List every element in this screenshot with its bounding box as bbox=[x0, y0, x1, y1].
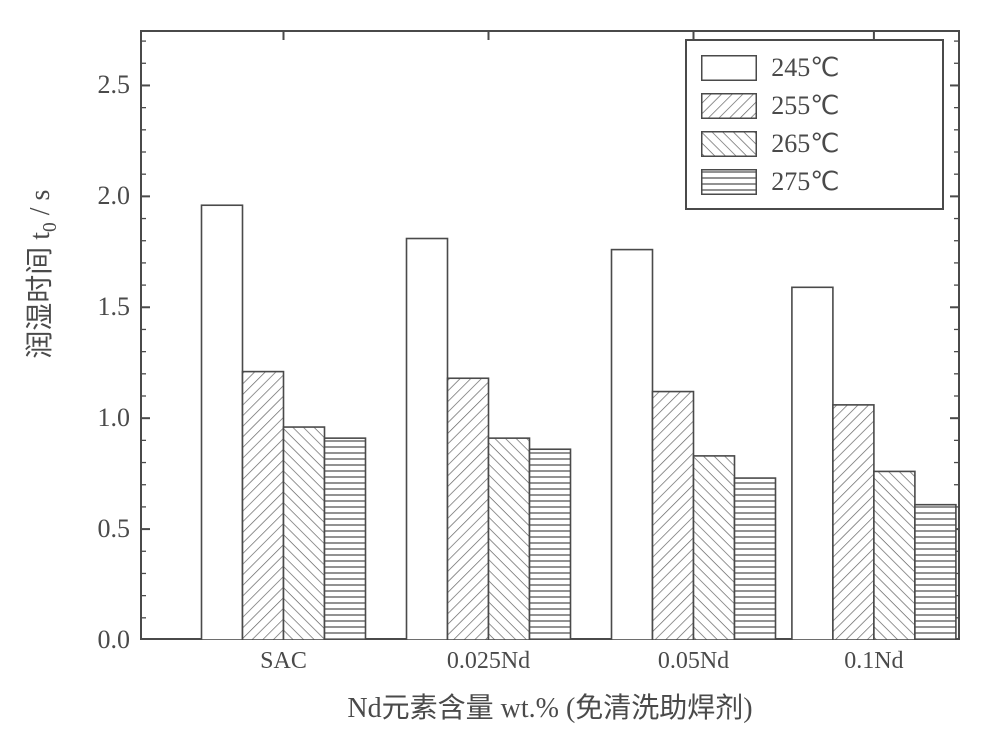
bar bbox=[792, 287, 833, 640]
legend-label: 255℃ bbox=[771, 91, 839, 121]
bar bbox=[325, 438, 366, 640]
xtick-label: 0.025Nd bbox=[447, 648, 530, 675]
bar bbox=[735, 478, 776, 640]
ytick-label: 2.0 bbox=[80, 181, 130, 211]
bar bbox=[530, 449, 571, 640]
legend-swatch bbox=[701, 169, 757, 195]
bar bbox=[407, 239, 448, 640]
ytick-label: 1.5 bbox=[80, 292, 130, 322]
bar bbox=[874, 471, 915, 640]
bar bbox=[915, 505, 956, 640]
ytick-label: 0.0 bbox=[80, 625, 130, 655]
legend-label: 245℃ bbox=[771, 53, 839, 83]
bar bbox=[612, 250, 653, 640]
bar bbox=[202, 205, 243, 640]
legend-swatch bbox=[701, 55, 757, 81]
bar bbox=[448, 378, 489, 640]
bar bbox=[284, 427, 325, 640]
bar bbox=[243, 372, 284, 640]
legend-swatch bbox=[701, 93, 757, 119]
legend-item: 275℃ bbox=[701, 163, 839, 201]
xtick-label: 0.1Nd bbox=[844, 648, 903, 675]
bar bbox=[653, 392, 694, 640]
ytick-label: 2.5 bbox=[80, 70, 130, 100]
ylabel-text: 润湿时间 t bbox=[25, 232, 56, 359]
y-axis-label: 润湿时间 t0 / s bbox=[18, 319, 62, 359]
legend: 245℃ 255℃ 265℃ 275℃ bbox=[685, 39, 943, 210]
bar bbox=[833, 405, 874, 640]
legend-label: 275℃ bbox=[771, 167, 839, 197]
bar bbox=[489, 438, 530, 640]
legend-item: 255℃ bbox=[701, 87, 839, 125]
legend-item: 245℃ bbox=[701, 49, 839, 87]
xtick-label: SAC bbox=[260, 648, 307, 675]
ylabel-sub: 0 bbox=[40, 222, 61, 232]
legend-item: 265℃ bbox=[701, 125, 839, 163]
xtick-label: 0.05Nd bbox=[658, 648, 729, 675]
ylabel-suffix: / s bbox=[25, 190, 56, 223]
ytick-label: 0.5 bbox=[80, 514, 130, 544]
ytick-label: 1.0 bbox=[80, 403, 130, 433]
x-axis-label: Nd元素含量 wt.% (免清洗助焊剂) bbox=[347, 686, 752, 726]
bar bbox=[694, 456, 735, 640]
legend-label: 265℃ bbox=[771, 129, 839, 159]
legend-swatch bbox=[701, 131, 757, 157]
